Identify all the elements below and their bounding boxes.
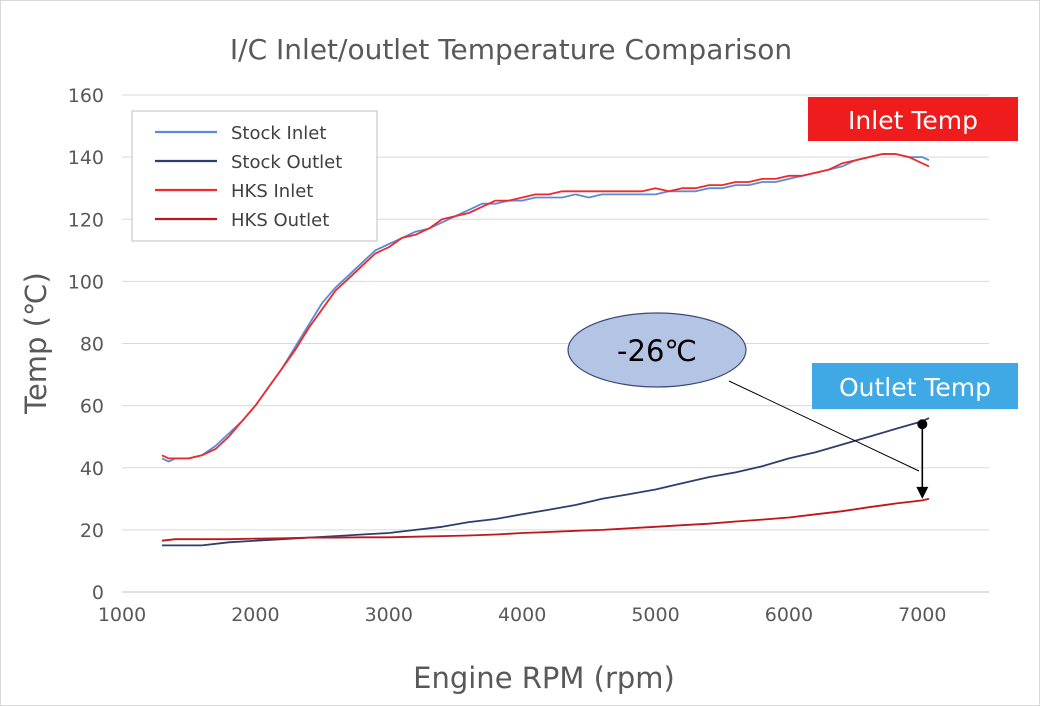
x-tick-label: 2000 xyxy=(231,604,279,626)
delta-label: -26℃ xyxy=(617,334,697,368)
legend-entry: Stock Outlet xyxy=(231,152,342,173)
legend: Stock Inlet Stock Outlet HKS Inlet HKS Outl… xyxy=(131,110,378,242)
y-tick-label: 60 xyxy=(80,396,104,418)
legend-entry: HKS Inlet xyxy=(231,181,313,202)
x-tick-label: 3000 xyxy=(365,604,413,626)
outlet-temp-tag xyxy=(812,363,1018,409)
y-tick-label: 20 xyxy=(80,520,104,542)
outlet-temp-label: Outlet Temp xyxy=(839,373,991,402)
y-tick-label: 100 xyxy=(68,271,104,293)
y-tick-label: 140 xyxy=(68,147,104,169)
y-tick-label: 80 xyxy=(80,334,104,356)
inlet-temp-label: Inlet Temp xyxy=(848,106,978,135)
series-line-stock-outlet xyxy=(162,417,930,547)
series-lines xyxy=(161,153,930,547)
annotations: Inlet Temp Outlet Temp -26℃ xyxy=(567,97,1018,499)
y-tick-label: 120 xyxy=(68,209,104,231)
x-tick-label: 6000 xyxy=(765,604,813,626)
y-tick-label: 0 xyxy=(92,582,104,604)
x-tick-label: 7000 xyxy=(898,604,946,626)
y-tick-label: 40 xyxy=(80,458,104,480)
x-tick-label: 4000 xyxy=(498,604,546,626)
inlet-temp-tag xyxy=(808,97,1018,141)
legend-entry: Stock Inlet xyxy=(231,123,326,144)
callout-line xyxy=(728,380,920,472)
legend-entry: HKS Outlet xyxy=(231,210,329,231)
delta-bubble xyxy=(567,312,747,388)
chart-title: I/C Inlet/outlet Temperature Comparison xyxy=(230,33,792,66)
series-line-hks-outlet xyxy=(161,497,930,542)
x-axis-label: Engine RPM (rpm) xyxy=(413,661,675,695)
series-line-hks-inlet xyxy=(161,153,930,460)
x-tick-label: 5000 xyxy=(631,604,679,626)
x-tick-label: 1000 xyxy=(98,604,146,626)
delta-arrowhead xyxy=(916,486,929,499)
delta-start-dot xyxy=(917,419,928,430)
y-tick-label: 160 xyxy=(68,85,104,107)
tick-labels: 0 20 40 60 80 100 120 140 160 1000 2000 3000 4000 500… xyxy=(68,85,947,626)
y-axis-label: Temp (℃) xyxy=(19,272,53,415)
